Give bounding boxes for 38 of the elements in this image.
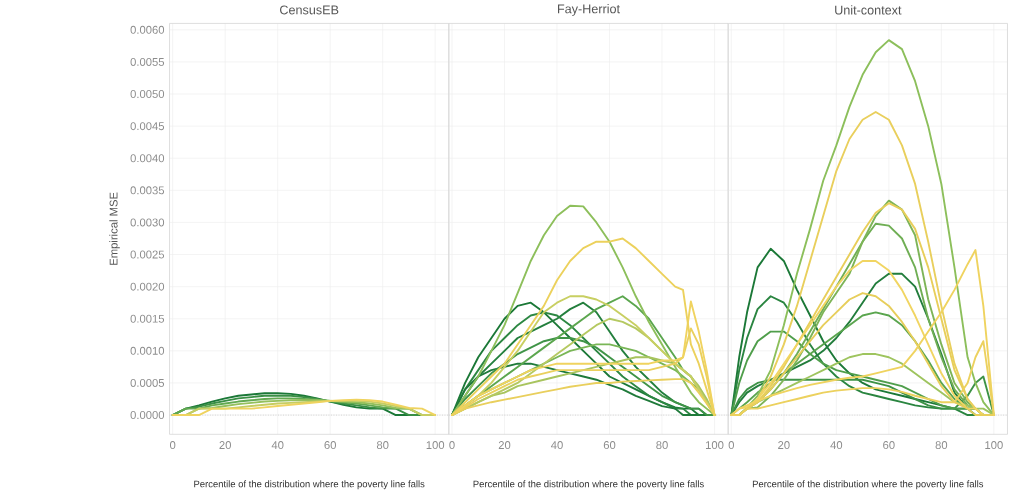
x-tick-label: 20 [778, 441, 790, 450]
y-axis-title: Empirical MSE [109, 192, 120, 266]
x-axis-title: Percentile of the distribution where the poverty line falls [194, 480, 425, 490]
x-tick-label: 0 [449, 441, 455, 450]
y-tick-label: 0.0015 [130, 314, 165, 323]
y-tick-label: 0.0035 [130, 186, 165, 195]
chart-title: Unit-context [835, 5, 902, 15]
x-tick-label: 60 [324, 441, 337, 450]
y-tick-label: 0.0030 [130, 218, 165, 227]
x-tick-label: 100 [426, 441, 445, 450]
x-tick-label: 60 [603, 441, 616, 450]
x-tick-label: 80 [376, 441, 389, 450]
x-tick-label: 40 [271, 441, 284, 450]
x-tick-label: 60 [883, 441, 895, 450]
y-tick-label: 0.0055 [130, 58, 165, 67]
chart-title: Fay-Herriot [558, 4, 620, 16]
x-tick-label: 80 [935, 441, 948, 450]
y-tick-label: 0.0050 [130, 90, 165, 99]
y-tick-label: 0.0025 [130, 250, 165, 259]
x-tick-label: 20 [219, 441, 231, 450]
x-tick-label: 0 [169, 441, 176, 450]
x-axis-title: Percentile of the distribution where the poverty line falls [473, 480, 704, 490]
chart-title: CensusEB [280, 5, 339, 15]
y-tick-label: 0.0010 [130, 347, 165, 355]
y-tick-label: 0.0020 [130, 282, 165, 291]
x-tick-label: 100 [705, 441, 724, 450]
x-tick-label: 0 [728, 441, 735, 450]
x-tick-label: 40 [830, 441, 843, 450]
x-tick-label: 20 [498, 441, 511, 450]
y-tick-label: 0.0045 [130, 122, 165, 131]
x-tick-label: 40 [551, 441, 563, 450]
x-tick-label: 80 [656, 441, 668, 450]
x-tick-label: 100 [985, 441, 1003, 450]
y-tick-label: 0.0040 [130, 154, 165, 163]
y-tick-label: 0.0060 [130, 26, 165, 34]
y-tick-label: 0.0000 [130, 411, 165, 420]
x-axis-title: Percentile of the distribution where the poverty line falls [752, 480, 984, 490]
y-tick-label: 0.0005 [130, 379, 165, 388]
